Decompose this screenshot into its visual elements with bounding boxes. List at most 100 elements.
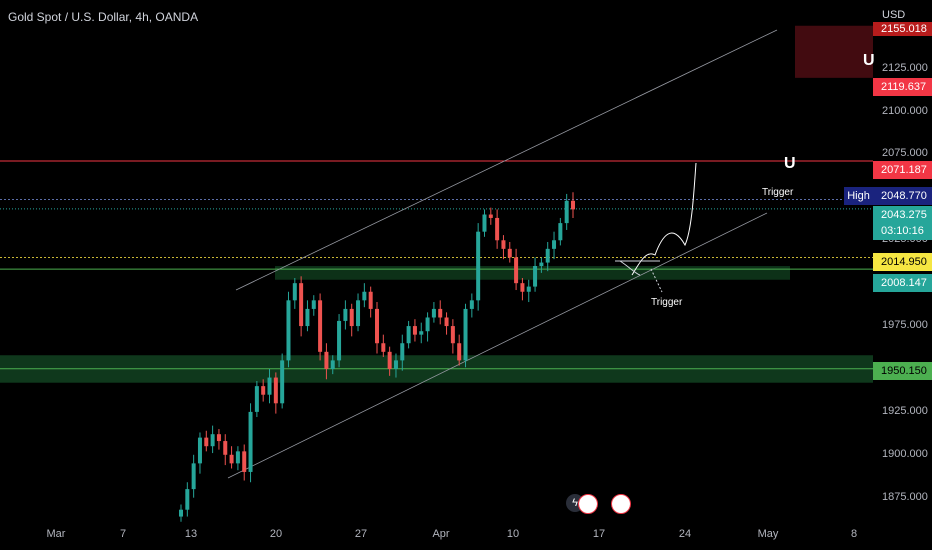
candle-body: [482, 214, 487, 232]
projection-path: [631, 162, 697, 276]
channel-upper-line: [235, 29, 778, 291]
candle-body: [254, 386, 259, 412]
x-tick-label: 8: [850, 528, 858, 540]
x-tick-label: 20: [269, 528, 283, 540]
price-tag-yellow: 2014.950: [873, 253, 932, 271]
candle-body: [349, 308, 354, 327]
y-tick-label: 1975.000: [882, 319, 928, 332]
x-tick-label: Mar: [46, 528, 66, 540]
candle-body: [545, 248, 550, 263]
candle-body: [495, 217, 500, 241]
candle-body: [393, 360, 398, 369]
candle-body: [526, 286, 531, 292]
candle-body: [318, 300, 323, 352]
candle-body: [280, 360, 285, 404]
candle-body: [235, 451, 240, 464]
y-tick-label: 1900.000: [882, 447, 928, 460]
candle-body: [552, 240, 557, 249]
candle-body: [438, 308, 443, 318]
x-tick-label: 17: [592, 528, 606, 540]
candle-body: [261, 386, 266, 395]
currency-label[interactable]: USD: [882, 9, 906, 21]
candle-body: [514, 257, 519, 284]
candle-body: [520, 283, 525, 292]
y-tick-label: 1875.000: [882, 490, 928, 503]
price-tag-red-mid: 2071.187: [873, 161, 932, 179]
candle-body: [425, 317, 430, 332]
price-tag-green-lower: 1950.150: [873, 362, 932, 380]
projection-bracket: [615, 260, 660, 276]
candle-body: [179, 509, 183, 517]
candle-body: [539, 262, 544, 267]
trigger-label-upper: Trigger: [762, 187, 794, 198]
candle-body: [229, 454, 234, 464]
x-tick-label: 24: [678, 528, 692, 540]
candle-body: [248, 411, 253, 472]
candle-body: [292, 283, 297, 301]
high-label: High: [844, 187, 873, 205]
candle-body: [299, 283, 304, 327]
x-tick-label: 13: [184, 528, 198, 540]
x-tick-label: 7: [119, 528, 127, 540]
magnet-icon[interactable]: U: [784, 155, 796, 172]
y-tick-label: 2125.000: [882, 61, 928, 74]
x-tick-label: Apr: [432, 528, 450, 540]
candle-body: [387, 351, 392, 369]
candle-body: [488, 214, 493, 218]
channel-lower-line: [227, 212, 768, 479]
candle-body: [400, 343, 405, 361]
flag-icon[interactable]: [611, 494, 631, 514]
candle-body: [191, 463, 196, 490]
candle-body: [444, 317, 449, 327]
candle-body: [216, 434, 221, 442]
flag-icon[interactable]: [578, 494, 598, 514]
candle-body: [273, 377, 278, 404]
candle-body: [311, 300, 316, 309]
candle-body: [476, 231, 481, 301]
candle-body: [324, 351, 329, 369]
candle-body: [356, 300, 361, 327]
price-tag-high: 2048.770: [873, 187, 932, 205]
candle-body: [564, 200, 569, 224]
candle-body: [242, 451, 247, 472]
candle-body: [267, 377, 272, 395]
candle-body: [450, 326, 455, 344]
price-tag-current: 2043.275: [873, 206, 932, 224]
countdown-label: 03:10:16: [873, 222, 932, 240]
trigger-pointer: [650, 268, 663, 293]
x-tick-label: 10: [506, 528, 520, 540]
candle-body: [210, 434, 215, 447]
candle-body: [501, 240, 506, 249]
candle-body: [412, 326, 417, 335]
candle-body: [343, 308, 348, 321]
candle-body: [286, 300, 291, 361]
candle-body: [330, 360, 335, 369]
x-tick-label: May: [757, 528, 779, 540]
candle-body: [558, 223, 563, 241]
candle-body: [406, 326, 411, 344]
candle-body: [533, 266, 538, 287]
candle-body: [419, 331, 424, 335]
candle-body: [337, 320, 342, 361]
candle-body: [204, 437, 209, 447]
price-tag-green-upper: 2008.147: [873, 274, 932, 292]
candle-body: [463, 308, 468, 361]
candle-body: [223, 441, 228, 455]
candle-body: [368, 291, 373, 309]
y-tick-label: 2075.000: [882, 147, 928, 160]
y-tick-label: 1925.000: [882, 404, 928, 417]
x-tick-label: 27: [354, 528, 368, 540]
trigger-label-lower: Trigger: [651, 297, 683, 308]
candle-body: [507, 248, 512, 258]
candle-body: [571, 200, 575, 210]
candle-body: [305, 308, 310, 327]
red-zone: [795, 25, 873, 78]
candle-body: [381, 343, 386, 352]
candle-body: [469, 300, 474, 309]
magnet-icon[interactable]: U: [863, 52, 875, 69]
price-tag-red-upper: 2119.637: [873, 78, 932, 96]
candle-body: [197, 437, 202, 464]
price-tag-top: 2155.018: [873, 22, 932, 36]
candle-body: [362, 291, 367, 301]
